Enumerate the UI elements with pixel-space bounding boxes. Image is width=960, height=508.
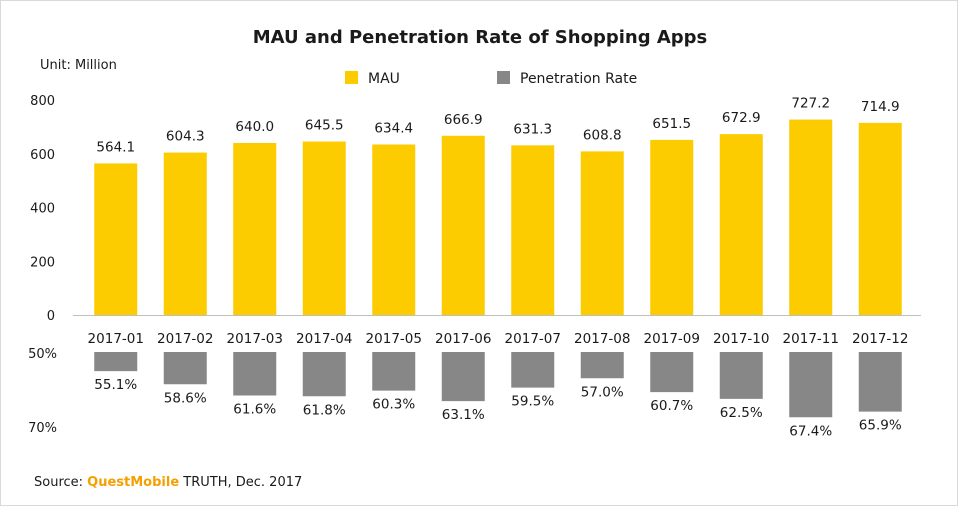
mau-data-label: 672.9 [722,110,761,126]
source-note: Source: QuestMobile TRUTH, Dec. 2017 [34,475,302,490]
x-axis-category-label: 2017-12 [852,331,908,347]
mau-data-label: 604.3 [166,129,205,145]
penetration-data-label: 58.6% [164,390,207,406]
penetration-bar [233,352,277,396]
penetration-data-label: 65.9% [859,418,902,434]
penetration-data-label: 62.5% [720,405,763,421]
x-axis-category-label: 2017-07 [505,331,561,347]
unit-label: Unit: Million [40,58,117,73]
x-axis-category-label: 2017-03 [227,331,283,347]
mau-data-label: 634.4 [374,121,413,137]
penetration-data-label: 61.6% [233,402,276,418]
x-axis-category-label: 2017-02 [157,331,213,347]
x-axis-category-label: 2017-10 [713,331,769,347]
x-axis-category-label: 2017-01 [88,331,144,347]
mau-bar [580,151,624,315]
penetration-bar [302,352,346,397]
mau-y-tick-label: 800 [30,94,55,109]
penetration-bar [441,352,485,402]
mau-y-tick-label: 200 [30,255,55,270]
x-axis-category-label: 2017-11 [783,331,839,347]
penetration-y-tick-label: 50% [28,347,57,362]
mau-data-label: 564.1 [96,139,135,155]
x-axis-category-label: 2017-04 [296,331,352,347]
mau-y-tick-label: 400 [30,202,55,217]
penetration-data-label: 67.4% [789,423,832,439]
penetration-bar [163,352,207,385]
penetration-bar [372,352,416,391]
legend-label-penetration: Penetration Rate [520,71,637,87]
legend-label-mau: MAU [368,71,400,87]
mau-bars [94,119,902,315]
penetration-data-label: 57.0% [581,384,624,400]
penetration-data-label: 60.7% [650,398,693,414]
mau-y-tick-label: 0 [47,309,55,324]
x-axis-category-label: 2017-08 [574,331,630,347]
mau-bar [302,141,346,315]
penetration-data-labels: 55.1% 58.6% 61.6% 61.8% 60.3% 63.1% 59.5% 57.0%… [94,377,902,439]
x-axis-category-label: 2017-09 [644,331,700,347]
mau-data-label: 608.8 [583,127,622,143]
source-suffix: TRUTH, Dec. 2017 [179,475,302,490]
mau-y-axis-ticks: 0 200 400 600 800 [30,94,55,324]
mau-y-tick-label: 600 [30,148,55,163]
legend-swatch-penetration [497,71,510,84]
mau-bar [789,119,833,315]
penetration-bar [719,352,763,399]
mau-data-label: 631.3 [513,121,552,137]
mau-bar [94,163,138,315]
x-axis-category-labels: 2017-01 2017-02 2017-03 2017-04 2017-05 2017-… [88,331,909,347]
mau-data-label: 727.2 [791,96,830,112]
x-axis-category-label: 2017-06 [435,331,491,347]
penetration-bar [650,352,694,393]
chart-title: MAU and Penetration Rate of Shopping App… [253,27,708,48]
mau-bar [441,135,485,315]
mau-bar [163,152,207,315]
penetration-y-tick-label: 70% [28,421,57,436]
penetration-data-label: 60.3% [372,397,415,413]
penetration-y-axis-ticks: 50% 70% [28,347,57,436]
mau-data-labels: 564.1 604.3 640.0 645.5 634.4 666.9 631.3 608.8… [96,96,899,156]
legend: MAU Penetration Rate [345,71,637,87]
mau-data-label: 645.5 [305,118,344,134]
mau-bar [511,145,555,315]
penetration-bar [511,352,555,388]
penetration-bar [94,352,138,372]
mau-bar [719,134,763,315]
mau-data-label: 640.0 [235,119,274,135]
legend-swatch-mau [345,71,358,84]
penetration-data-label: 63.1% [442,407,485,423]
penetration-bar [858,352,902,412]
penetration-data-label: 55.1% [94,377,137,393]
source-prefix: Source: [34,475,87,490]
penetration-data-label: 59.5% [511,394,554,410]
penetration-bar [580,352,624,379]
mau-bar [650,139,694,315]
penetration-bar [789,352,833,418]
x-axis-category-label: 2017-05 [366,331,422,347]
mau-data-label: 666.9 [444,112,483,128]
mau-bar [858,122,902,315]
mau-data-label: 714.9 [861,99,900,115]
mau-bar [233,143,277,315]
mau-data-label: 651.5 [652,116,691,132]
source-brand: QuestMobile [87,475,179,490]
mau-bar [372,144,416,315]
penetration-data-label: 61.8% [303,402,346,418]
penetration-bars [94,352,902,418]
